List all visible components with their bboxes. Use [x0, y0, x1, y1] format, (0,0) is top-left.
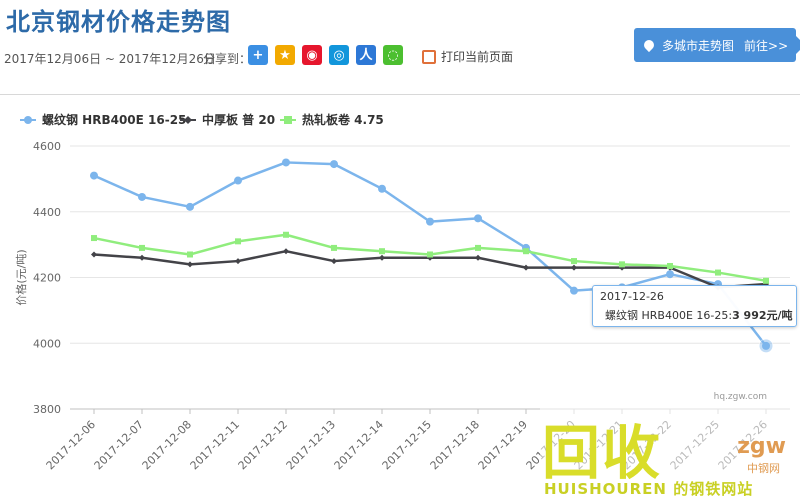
data-point	[139, 244, 145, 251]
data-point	[331, 258, 337, 265]
wechat-share-icon[interactable]: ◌	[383, 45, 403, 65]
header-divider	[0, 94, 800, 95]
legend-marker	[184, 116, 192, 124]
watermark-site: zgw	[737, 434, 786, 459]
hover-point-highlight	[758, 338, 774, 354]
data-point	[571, 258, 577, 265]
data-point	[523, 248, 529, 255]
data-point	[283, 231, 289, 238]
data-point	[571, 264, 577, 271]
x-tick-label: 2017-12-07	[92, 418, 146, 472]
legend-label: 中厚板 普 20	[202, 112, 275, 127]
x-tick-label: 2017-12-08	[140, 418, 194, 472]
x-tick-label: 2017-12-15	[380, 418, 434, 472]
y-tick-label: 4600	[33, 140, 61, 153]
data-point	[139, 254, 145, 261]
data-point	[331, 244, 337, 251]
data-point	[379, 254, 385, 261]
data-point	[283, 248, 289, 255]
data-point	[475, 244, 481, 251]
data-point	[763, 277, 769, 284]
city-button-go: 前往>>	[744, 38, 789, 53]
data-point	[379, 248, 385, 255]
data-point	[138, 192, 146, 201]
y-tick-label: 3800	[33, 403, 61, 416]
data-point	[187, 261, 193, 268]
data-point	[186, 202, 194, 211]
x-tick-label: 2017-12-11	[188, 418, 242, 472]
data-point	[234, 176, 242, 185]
data-point	[619, 261, 625, 268]
watermark-site-cn: 中钢网	[747, 462, 780, 475]
data-point	[91, 235, 97, 242]
data-point	[235, 258, 241, 265]
watermark-url: hq.zgw.com	[713, 392, 767, 402]
date-range: 2017年12月06日 ~ 2017年12月26日	[4, 52, 216, 66]
tencent-share-icon[interactable]: ◎	[329, 45, 349, 65]
legend-label: 热轧板卷 4.75	[302, 112, 384, 127]
data-point	[666, 270, 674, 279]
data-point	[667, 262, 673, 269]
data-point	[715, 269, 721, 276]
legend-marker	[24, 116, 32, 124]
data-point	[427, 251, 433, 258]
star-share-icon[interactable]: ★	[275, 45, 295, 65]
y-tick-label: 4200	[33, 272, 61, 285]
x-tick-label: 2017-12-13	[284, 418, 338, 472]
printer-icon	[422, 49, 436, 64]
data-point	[187, 251, 193, 258]
x-tick-label: 2017-12-18	[428, 418, 482, 472]
data-point	[90, 171, 98, 180]
watermark-logo: 回收	[542, 419, 663, 487]
plus-share-icon[interactable]: +	[248, 45, 268, 65]
chart-tooltip: 2017-12-26 螺纹钢 HRB400E 16-25: 3 992元/吨	[592, 285, 797, 327]
renren-share-icon[interactable]: 人	[356, 45, 376, 65]
legend-label: 螺纹钢 HRB400E 16-25	[42, 112, 186, 127]
tooltip-date: 2017-12-26	[600, 290, 664, 303]
data-point	[762, 341, 770, 350]
y-tick-label: 4000	[33, 337, 61, 350]
page-title: 北京钢材价格走势图	[6, 8, 231, 36]
tooltip-value: 3 992元/吨	[732, 309, 793, 322]
data-point	[282, 158, 290, 167]
legend-marker	[284, 116, 292, 124]
y-tick-label: 4400	[33, 206, 61, 219]
data-point	[91, 251, 97, 258]
data-point	[474, 214, 482, 223]
share-label: 分享到：	[203, 52, 252, 66]
x-tick-label: 2017-12-19	[476, 418, 530, 472]
data-point	[570, 286, 578, 295]
x-tick-label: 2017-12-12	[236, 418, 290, 472]
y-axis-label: 价格(元/吨)	[14, 249, 28, 305]
x-tick-label: 2017-12-14	[332, 418, 386, 472]
data-point	[475, 254, 481, 261]
weibo-share-icon[interactable]: ◉	[302, 45, 322, 65]
tooltip-label: 螺纹钢 HRB400E 16-25:	[605, 309, 733, 322]
data-point	[235, 238, 241, 245]
city-button-label: 多城市走势图	[662, 38, 735, 53]
watermark-brand: HUISHOUREN 的钢铁网站	[544, 480, 754, 498]
print-page-link[interactable]: 打印当前页面	[422, 48, 513, 65]
data-point	[426, 217, 434, 226]
watermark: hq.zgw.com 回收 zgw 中钢网 HUISHOUREN 的钢铁网站	[540, 390, 800, 498]
x-tick-label: 2017-12-06	[44, 418, 98, 472]
multi-city-chart-button[interactable]: 多城市走势图 前往>>	[634, 28, 800, 62]
data-point	[523, 264, 529, 271]
data-point	[330, 160, 338, 169]
print-label: 打印当前页面	[441, 50, 514, 64]
data-point	[378, 184, 386, 193]
share-icons: + ★ ◉ ◎ 人 ◌	[248, 45, 403, 65]
